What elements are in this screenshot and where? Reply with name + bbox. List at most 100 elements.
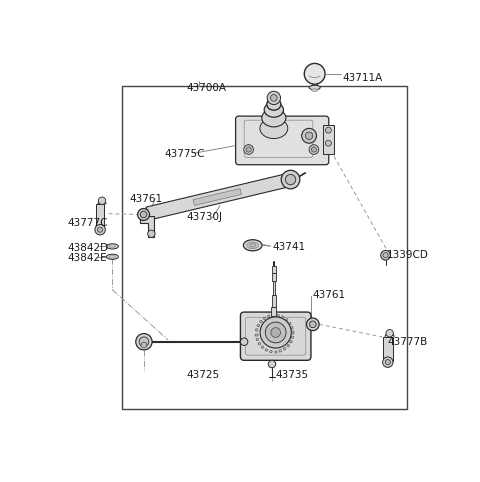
Circle shape [271, 328, 280, 337]
Circle shape [265, 322, 286, 343]
Bar [279, 349, 282, 352]
Bar [277, 314, 279, 317]
Ellipse shape [250, 243, 256, 247]
Circle shape [301, 128, 316, 143]
Bar [263, 317, 266, 320]
Circle shape [304, 64, 325, 84]
Text: 43761: 43761 [129, 194, 162, 204]
Text: 43741: 43741 [272, 242, 305, 252]
Circle shape [309, 145, 319, 154]
Bar [272, 314, 275, 317]
Text: 43775C: 43775C [164, 149, 205, 160]
Circle shape [141, 212, 146, 217]
Bar [267, 315, 270, 318]
Circle shape [267, 91, 280, 105]
Circle shape [383, 357, 393, 367]
Circle shape [385, 360, 390, 365]
Bar [272, 267, 276, 273]
Bar [259, 320, 263, 323]
Bar [275, 351, 277, 353]
Circle shape [136, 334, 152, 350]
Bar [287, 344, 290, 347]
Text: 43777B: 43777B [387, 337, 427, 347]
Bar [273, 281, 275, 295]
Circle shape [310, 321, 316, 328]
Bar [292, 331, 294, 334]
Circle shape [98, 197, 106, 204]
Bar [281, 316, 284, 319]
Circle shape [140, 211, 147, 218]
Bar [272, 295, 276, 307]
Ellipse shape [247, 242, 259, 249]
Polygon shape [140, 209, 155, 237]
Bar [270, 350, 272, 353]
Circle shape [260, 317, 291, 348]
Circle shape [325, 127, 331, 133]
Text: 43711A: 43711A [343, 73, 383, 83]
Bar [312, 73, 317, 88]
Circle shape [312, 147, 316, 152]
FancyBboxPatch shape [236, 116, 329, 165]
Ellipse shape [109, 245, 116, 248]
FancyBboxPatch shape [240, 312, 311, 361]
Ellipse shape [309, 85, 320, 90]
Circle shape [325, 140, 331, 146]
Circle shape [139, 210, 148, 219]
Circle shape [268, 361, 276, 368]
Bar [256, 338, 259, 341]
Circle shape [307, 318, 319, 331]
Bar [283, 347, 286, 350]
Circle shape [148, 230, 155, 238]
Text: 43761: 43761 [313, 290, 346, 300]
Text: 43725: 43725 [187, 370, 220, 380]
Bar [290, 326, 293, 329]
Circle shape [141, 342, 147, 348]
Polygon shape [146, 174, 288, 220]
Text: 43842E: 43842E [67, 253, 107, 263]
Circle shape [381, 251, 390, 260]
Circle shape [285, 174, 296, 185]
Bar [96, 204, 104, 228]
Bar [121, 86, 408, 409]
Circle shape [281, 170, 300, 189]
Bar [258, 342, 261, 345]
Ellipse shape [262, 109, 286, 127]
Text: 43842D: 43842D [67, 243, 108, 253]
Circle shape [139, 337, 149, 347]
Ellipse shape [260, 118, 288, 138]
Circle shape [95, 225, 105, 235]
Circle shape [305, 132, 313, 139]
Polygon shape [193, 188, 241, 205]
Circle shape [246, 147, 251, 152]
Bar [272, 273, 276, 281]
Bar [255, 334, 257, 336]
Ellipse shape [109, 255, 116, 258]
Text: 43735: 43735 [276, 370, 309, 380]
Bar [291, 336, 294, 338]
Circle shape [386, 330, 393, 337]
Ellipse shape [312, 89, 318, 92]
Circle shape [244, 145, 253, 154]
Text: 43730J: 43730J [187, 213, 223, 222]
Text: 43777C: 43777C [67, 218, 108, 228]
Text: 1339CD: 1339CD [387, 250, 429, 259]
Bar [323, 125, 334, 154]
Bar [257, 324, 260, 327]
Bar [255, 329, 258, 331]
Ellipse shape [243, 240, 262, 251]
Circle shape [271, 94, 277, 101]
Bar [271, 307, 276, 316]
Ellipse shape [267, 98, 281, 110]
Circle shape [138, 209, 149, 220]
Ellipse shape [264, 102, 284, 117]
Bar [261, 346, 264, 349]
Ellipse shape [240, 338, 248, 346]
Text: 43700A: 43700A [187, 82, 227, 93]
Bar [265, 348, 268, 351]
Bar [285, 319, 288, 321]
Bar [288, 322, 291, 325]
Circle shape [97, 227, 103, 232]
Bar [289, 340, 292, 343]
Ellipse shape [107, 254, 119, 259]
Ellipse shape [107, 244, 119, 249]
